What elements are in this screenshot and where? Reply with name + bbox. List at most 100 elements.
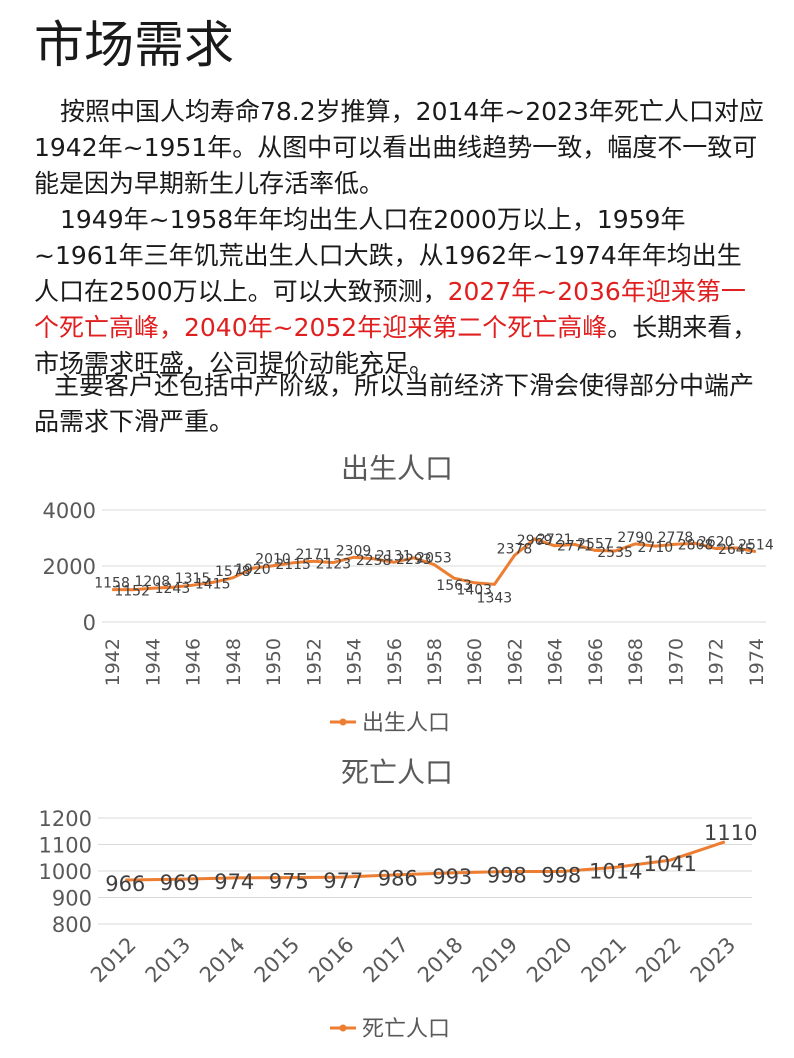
births-chart-title: 出生人口: [341, 452, 453, 485]
paragraph-births-text: 1949年~1958年年均出生人口在2000万以上，1959年~1961年三年饥…: [34, 205, 742, 306]
c1-x-tick-label: 1968: [625, 638, 647, 686]
c1-data-label: 2710: [638, 540, 674, 556]
c1-data-label: 2171: [295, 547, 331, 563]
c2-x-tick-label: 2019: [468, 933, 523, 988]
births-legend: 出生人口: [330, 711, 450, 736]
c1-x-tick-label: 1958: [424, 638, 446, 686]
c1-y-tick-label: 0: [83, 611, 96, 635]
c2-data-label: 1014: [589, 859, 642, 883]
c1-y-tick-label: 2000: [43, 555, 96, 579]
deaths-series-line: [125, 840, 726, 882]
c1-data-label: 2721: [537, 532, 573, 548]
c1-data-label: 1920: [235, 562, 271, 578]
c2-data-label: 1041: [644, 852, 697, 876]
births-x-axis: 1942 1944 1946 1948 1950 1952 1954 1956 1958 1960…: [102, 638, 768, 686]
c1-y-tick-label: 4000: [43, 499, 96, 523]
c1-data-label: 2010: [255, 552, 291, 568]
c1-x-tick-label: 1964: [545, 638, 567, 686]
c1-data-label: 1152: [114, 584, 150, 600]
deaths-legend: 死亡人口: [330, 1017, 450, 1042]
c2-y-tick-label: 1200: [39, 807, 92, 831]
c1-x-tick-label: 1970: [665, 638, 687, 686]
births-legend-label: 出生人口: [362, 711, 450, 736]
deaths-chart-title: 死亡人口: [341, 756, 453, 789]
c1-data-label: 1243: [155, 581, 191, 597]
c2-x-tick-label: 2017: [359, 933, 414, 988]
c2-x-tick-label: 2023: [686, 933, 741, 988]
births-legend-marker: [339, 718, 347, 726]
c1-data-label: 1403: [456, 583, 492, 599]
c1-data-label: 2309: [336, 543, 372, 559]
deaths-legend-marker: [339, 1024, 347, 1032]
c2-data-label: 975: [269, 870, 309, 894]
c2-data-label: 986: [378, 867, 418, 891]
paragraph-births-tail: 。长期来看，市场需求旺盛，公司提价动能充足。: [34, 313, 758, 378]
c1-data-label: 2053: [416, 551, 452, 567]
c2-data-label: 966: [105, 872, 145, 896]
c2-x-tick-label: 2013: [141, 933, 196, 988]
c1-data-label: 2778: [658, 530, 694, 546]
c2-y-tick-label: 1100: [39, 834, 92, 858]
c2-data-label: 969: [160, 871, 200, 895]
deaths-data-labels: 966 969 974 975 977 986 993 998 998 1014 1041 1110: [105, 821, 757, 896]
c2-x-tick-label: 2016: [304, 933, 359, 988]
c1-x-tick-label: 1954: [344, 638, 366, 686]
c1-x-tick-label: 1952: [303, 638, 325, 686]
c2-x-tick-label: 2020: [522, 933, 577, 988]
paragraph-births: 1949年~1958年年均出生人口在2000万以上，1959年~1961年三年饥…: [34, 202, 764, 382]
c2-data-label: 977: [323, 869, 363, 893]
c1-data-label: 2790: [617, 530, 653, 546]
c2-y-tick-label: 900: [52, 887, 92, 911]
c1-x-tick-label: 1972: [706, 638, 728, 686]
c2-x-tick-label: 2021: [577, 933, 632, 988]
c2-x-tick-label: 2022: [631, 933, 686, 988]
c1-x-tick-label: 1966: [585, 638, 607, 686]
paragraph-lifespan-text: 按照中国人均寿命78.2岁推算，2014年~2023年死亡人口对应1942年~1…: [34, 97, 764, 198]
c1-data-label: 1343: [477, 590, 513, 606]
c2-data-label: 1110: [704, 821, 757, 845]
c1-x-tick-label: 1950: [263, 638, 285, 686]
c1-data-label: 1578: [215, 564, 251, 580]
deaths-gridlines: [98, 817, 752, 925]
c1-data-label: 2969: [517, 533, 553, 549]
deaths-x-axis: 2012 2013 2014 2015 2016 2017 2018 2019 2020 2021…: [86, 933, 740, 988]
paragraph-customers-text: 主要客户还包括中产阶级，所以当前经济下滑会使得部分中端产品需求下滑严重。: [34, 371, 755, 436]
paragraph-lifespan: 按照中国人均寿命78.2岁推算，2014年~2023年死亡人口对应1942年~1…: [34, 94, 764, 202]
c2-data-label: 993: [432, 865, 472, 889]
births-y-axis: 0 2000 4000: [43, 499, 96, 635]
c1-x-tick-label: 1960: [464, 638, 486, 686]
c1-data-label: 2378: [497, 541, 533, 557]
c2-data-label: 998: [487, 864, 527, 888]
births-series-line: [112, 537, 757, 592]
c2-data-label: 974: [214, 870, 254, 894]
c1-data-label: 1415: [195, 576, 231, 592]
c1-x-tick-label: 1956: [384, 638, 406, 686]
c1-data-label: 1158: [94, 576, 130, 592]
c2-x-tick-label: 2018: [413, 933, 468, 988]
c1-x-tick-label: 1944: [142, 638, 164, 686]
c1-data-label: 2131: [376, 548, 412, 564]
c1-data-label: 2771: [557, 538, 593, 554]
c1-data-label: 2258: [356, 553, 392, 569]
c1-data-label: 2115: [275, 557, 311, 573]
c1-data-label: 2293: [396, 552, 432, 568]
c1-data-label: 1563: [436, 578, 472, 594]
c1-data-label: 2123: [316, 557, 352, 573]
c1-data-label: 2808: [678, 537, 714, 553]
page-title: 市场需求: [34, 16, 234, 74]
births-data-labels: 1158115212081243131514151578192020102115…: [94, 530, 774, 607]
c2-x-tick-label: 2015: [250, 933, 305, 988]
c1-data-label: 2620: [698, 535, 734, 551]
c2-x-tick-label: 2012: [86, 933, 141, 988]
c1-x-tick-label: 1962: [504, 638, 526, 686]
c1-x-tick-label: 1948: [223, 638, 245, 686]
c1-data-label: 1208: [134, 574, 170, 590]
paragraph-customers: 主要客户还包括中产阶级，所以当前经济下滑会使得部分中端产品需求下滑严重。: [34, 368, 764, 440]
c1-data-label: 2535: [597, 545, 633, 561]
c2-y-tick-label: 1000: [39, 860, 92, 884]
c2-data-label: 998: [541, 864, 581, 888]
deaths-legend-label: 死亡人口: [362, 1017, 450, 1042]
c1-x-tick-label: 1942: [102, 638, 124, 686]
